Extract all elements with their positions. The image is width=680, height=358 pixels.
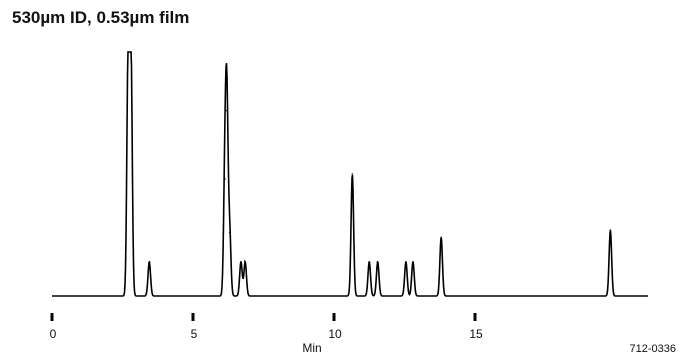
peak-point <box>368 261 371 263</box>
x-axis: 0 5 10 15 <box>50 313 483 341</box>
x-tick-mark <box>332 313 336 321</box>
peak-point <box>244 261 246 263</box>
peak-point <box>440 236 442 239</box>
peak-point <box>609 229 612 231</box>
x-tick-mark <box>473 313 477 321</box>
chart-title: 530µm ID, 0.53µm film <box>12 8 190 27</box>
peak-point <box>240 261 242 263</box>
peak-point <box>412 261 414 263</box>
x-axis-label: Min <box>302 341 321 355</box>
x-tick-label: 5 <box>191 327 198 341</box>
figure-code: 712-0336 <box>630 343 677 355</box>
x-tick-mark <box>191 313 195 321</box>
x-tick-mark <box>50 313 54 321</box>
peak-point <box>130 51 132 53</box>
peak-point <box>226 109 228 112</box>
peak-point <box>351 173 354 175</box>
trace-group <box>52 51 648 297</box>
x-tick-label: 10 <box>328 327 342 341</box>
peak-point <box>127 51 129 53</box>
peak-point <box>224 178 226 180</box>
peak-point <box>376 261 379 263</box>
x-tick-label: 15 <box>469 327 483 341</box>
peak-point <box>228 231 231 234</box>
x-tick-label: 0 <box>50 327 57 341</box>
peak-point <box>405 261 407 263</box>
peak-point <box>148 261 151 263</box>
chromatogram-trace <box>52 51 648 297</box>
